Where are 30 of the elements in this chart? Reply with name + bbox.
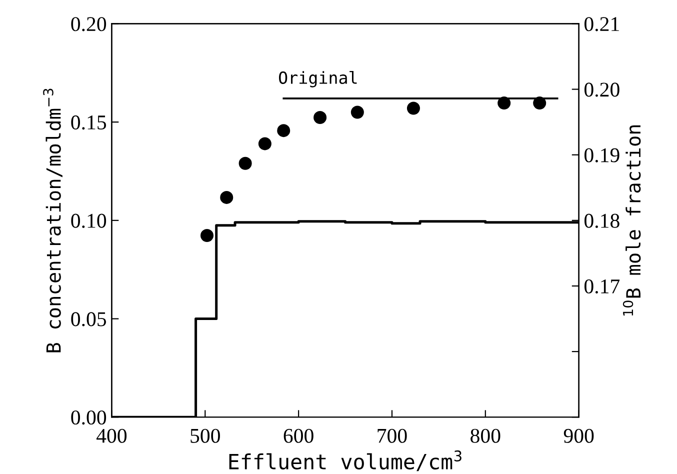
annotation: Original <box>279 71 357 88</box>
y-tick-label: 0.20 <box>71 17 106 32</box>
y2-tick-label: 0.19 <box>584 148 620 162</box>
point <box>533 96 546 110</box>
y2-tick-label: 0.21 <box>584 17 619 32</box>
x-tick-label: 800 <box>470 428 500 443</box>
y2-axis-title: $^{10}$B mole fraction <box>622 125 641 316</box>
y-tick-label: 0.15 <box>71 115 106 130</box>
x-axis-title: Effluent volume/cm$^{3}$ <box>229 450 462 472</box>
point <box>277 124 290 138</box>
point <box>406 102 420 115</box>
x-tick-label: 900 <box>564 428 594 443</box>
y2-tick-label: 0.20 <box>584 82 620 97</box>
y-axis-title: B concentration/moldm$^{−3}$ <box>43 88 62 352</box>
y-tick-label: 0.00 <box>71 410 106 425</box>
x-tick-label: 600 <box>284 428 314 443</box>
point <box>220 190 234 204</box>
point <box>258 137 272 150</box>
point <box>314 110 327 124</box>
x-tick-label: 400 <box>96 428 127 443</box>
point <box>350 106 364 119</box>
x-tick-label: 700 <box>378 428 407 443</box>
y2-tick-label: 0.17 <box>584 279 620 294</box>
y-tick-label: 0.05 <box>71 312 106 326</box>
y-tick-label: 0.10 <box>71 214 106 228</box>
point <box>238 156 252 170</box>
x-tick-label: 500 <box>190 428 220 443</box>
point <box>498 96 511 110</box>
y2-tick-label: 0.18 <box>584 214 620 228</box>
point <box>200 228 214 242</box>
